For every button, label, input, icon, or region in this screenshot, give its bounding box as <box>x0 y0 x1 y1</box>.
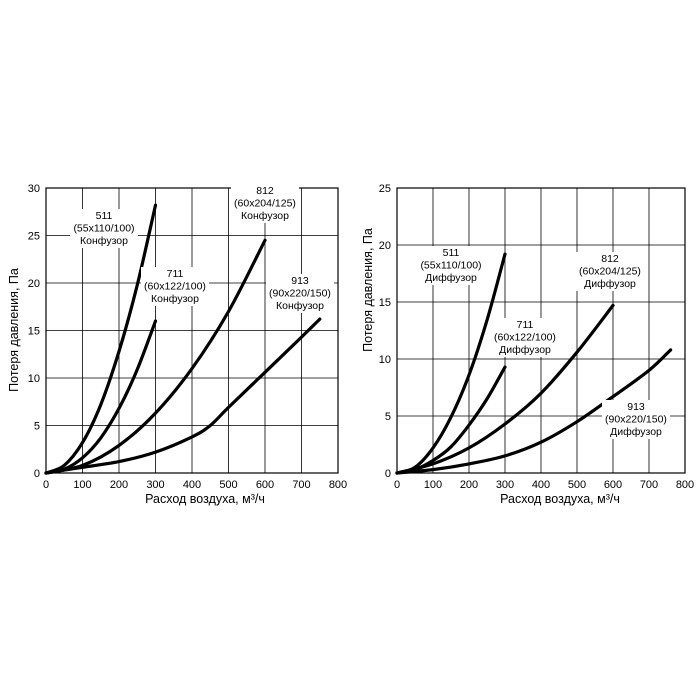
right-x-tick-labels: 0 100 200 300 400 500 600 700 800 <box>394 479 694 491</box>
left-x-tick-labels: 0 100 200 300 400 500 600 700 800 <box>43 479 347 491</box>
x-tick-label: 300 <box>496 479 514 491</box>
y-tick-label: 15 <box>28 326 40 338</box>
series-label-line: (60x204/125) <box>579 266 641 278</box>
series-label-line: (55x110/100) <box>73 223 134 235</box>
series-label-711: 711(60x122/100)Конфузор <box>141 267 209 306</box>
series-label-line: 913 <box>291 275 309 287</box>
series-label-511: 511(55x110/100)Диффузор <box>417 246 485 285</box>
series-line-511 <box>44 203 158 475</box>
series-label-background <box>231 184 299 223</box>
right-series-labels: 511(55x110/100)Диффузор711(60x122/100)Ди… <box>417 246 670 439</box>
series-label-line: (60x122/100) <box>494 332 556 344</box>
series-label-background <box>602 400 670 439</box>
left-x-axis-label: Расход воздуха, м³/ч <box>145 492 265 506</box>
x-tick-label: 300 <box>146 479 164 491</box>
series-label-line: 812 <box>256 185 274 197</box>
x-tick-label: 500 <box>568 479 586 491</box>
right-plot-frame <box>396 187 686 474</box>
y-tick-label: 30 <box>28 183 40 195</box>
series-label-line: Диффузор <box>499 344 551 356</box>
series-label-background <box>576 252 644 291</box>
left-series-lines <box>44 203 322 475</box>
series-line-812 <box>395 303 615 475</box>
y-tick-label: 10 <box>28 373 40 385</box>
y-tick-label: 5 <box>385 411 391 423</box>
series-label-line: 913 <box>627 401 645 413</box>
y-tick-label: 20 <box>28 278 40 290</box>
x-tick-label: 700 <box>292 479 310 491</box>
left-series-labels: 511(55x110/100)Конфузор711(60x122/100)Ко… <box>70 184 334 313</box>
series-line-711 <box>44 319 158 475</box>
x-tick-label: 600 <box>604 479 622 491</box>
series-label-line: Диффузор <box>425 272 477 284</box>
series-label-line: 711 <box>167 268 184 280</box>
series-label-line: 511 <box>443 247 460 259</box>
left-plot-frame <box>45 187 339 474</box>
right-chart: 0 100 200 300 400 500 600 700 800 0 5 10 15 20 25 Рас… <box>361 183 694 506</box>
series-label-line: Конфузор <box>276 300 324 312</box>
series-label-913: 913(90x220/150)Диффузор <box>602 400 670 439</box>
x-tick-label: 700 <box>640 479 658 491</box>
y-tick-label: 15 <box>379 297 391 309</box>
series-label-line: (60x122/100) <box>144 281 206 293</box>
series-label-line: Диффузор <box>610 426 662 438</box>
series-line-812 <box>44 238 267 475</box>
y-tick-label: 5 <box>34 421 40 433</box>
series-label-background <box>491 318 559 357</box>
series-label-812: 812(60x204/125)Диффузор <box>576 252 644 291</box>
left-y-axis-label: Потеря давления, Па <box>7 268 21 392</box>
x-tick-label: 200 <box>460 479 478 491</box>
series-line-913 <box>395 348 673 475</box>
x-tick-label: 800 <box>329 479 347 491</box>
y-tick-label: 10 <box>379 354 391 366</box>
x-tick-label: 0 <box>43 479 49 491</box>
x-tick-label: 200 <box>110 479 128 491</box>
x-tick-label: 600 <box>256 479 274 491</box>
left-chart: 0 100 200 300 400 500 600 700 800 0 5 10 15 20 25 30 Р… <box>7 183 347 506</box>
right-y-axis-label: Потеря давления, Па <box>361 228 375 352</box>
series-label-line: (55x110/100) <box>420 260 481 272</box>
series-label-line: Конфузор <box>80 235 128 247</box>
y-tick-label: 25 <box>379 183 391 195</box>
series-label-line: (90x220/150) <box>269 288 331 300</box>
y-tick-label: 20 <box>379 240 391 252</box>
series-label-background <box>141 267 209 306</box>
series-line-511 <box>395 252 507 475</box>
x-tick-label: 100 <box>73 479 91 491</box>
series-label-line: (60x204/125) <box>234 198 296 210</box>
y-tick-label: 0 <box>34 468 40 480</box>
x-tick-label: 100 <box>424 479 442 491</box>
series-label-511: 511(55x110/100)Конфузор <box>70 209 138 248</box>
series-label-line: Конфузор <box>241 210 289 222</box>
right-series-lines <box>395 252 673 475</box>
series-label-line: 511 <box>96 210 113 222</box>
x-tick-label: 400 <box>183 479 201 491</box>
x-tick-label: 400 <box>532 479 550 491</box>
series-label-line: 711 <box>517 319 534 331</box>
series-line-913 <box>44 317 322 475</box>
series-label-line: Конфузор <box>151 293 199 305</box>
right-y-tick-labels: 0 5 10 15 20 25 <box>379 183 391 480</box>
series-label-background <box>266 274 334 313</box>
series-label-background <box>417 246 485 285</box>
series-label-line: 812 <box>601 253 619 265</box>
series-label-background <box>70 209 138 248</box>
left-y-tick-labels: 0 5 10 15 20 25 30 <box>28 183 40 480</box>
y-tick-label: 25 <box>28 231 40 243</box>
series-label-line: Диффузор <box>584 278 636 290</box>
x-tick-label: 0 <box>394 479 400 491</box>
x-tick-label: 500 <box>219 479 237 491</box>
right-x-axis-label: Расход воздуха, м³/ч <box>500 492 620 506</box>
y-tick-label: 0 <box>385 468 391 480</box>
series-label-line: (90x220/150) <box>605 414 667 426</box>
series-label-913: 913(90x220/150)Конфузор <box>266 274 334 313</box>
series-label-812: 812(60x204/125)Конфузор <box>231 184 299 223</box>
series-label-711: 711(60x122/100)Диффузор <box>491 318 559 357</box>
x-tick-label: 800 <box>676 479 694 491</box>
